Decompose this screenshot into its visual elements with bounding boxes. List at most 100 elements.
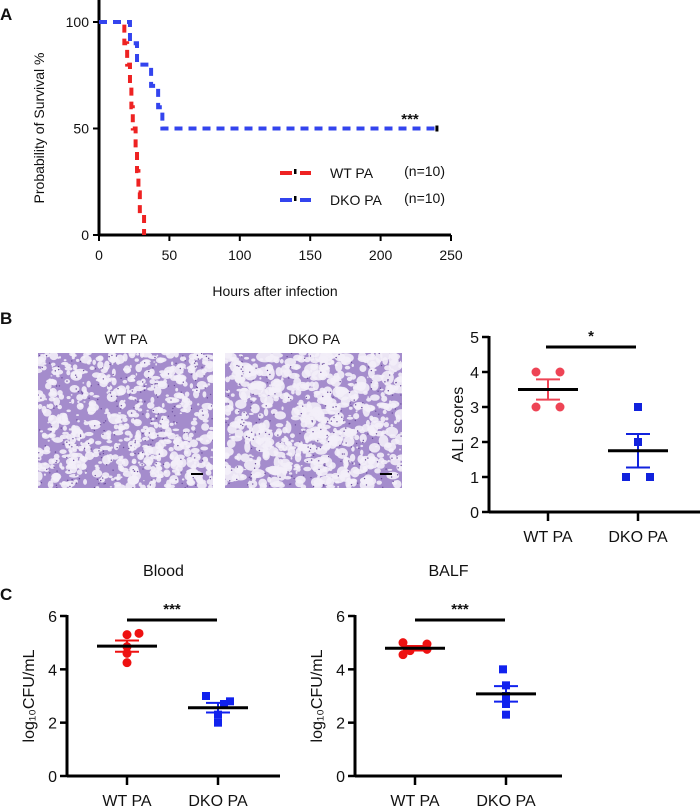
alveolar-space xyxy=(317,422,325,428)
nucleus xyxy=(53,466,55,468)
alveolar-space xyxy=(62,437,65,439)
nucleus xyxy=(81,392,84,395)
nucleus xyxy=(79,435,82,438)
alveolar-space xyxy=(163,483,172,488)
nucleus xyxy=(110,395,113,398)
nucleus xyxy=(75,388,77,390)
nucleus xyxy=(177,444,179,447)
alveolar-space xyxy=(129,353,135,357)
data-point xyxy=(226,697,234,706)
alveolar-space xyxy=(384,365,391,371)
alveolar-space xyxy=(179,356,187,362)
micrograph-dko-label: DKO PA xyxy=(288,331,341,347)
survival-curve-wt xyxy=(99,20,147,235)
alveolar-space xyxy=(61,413,68,422)
alveolar-space xyxy=(347,383,352,386)
nucleus xyxy=(358,447,360,449)
alveolar-space xyxy=(175,387,179,392)
y-tick-label: 5 xyxy=(470,330,479,347)
nucleus xyxy=(147,376,150,379)
alveolar-space xyxy=(61,363,63,365)
alveolar-space xyxy=(111,454,119,460)
alveolar-space xyxy=(65,457,77,466)
alveolar-space xyxy=(396,462,402,472)
nucleus xyxy=(102,452,105,455)
nucleus xyxy=(192,476,194,479)
nucleus xyxy=(194,431,196,433)
alveolar-space xyxy=(234,408,240,415)
alveolar-space xyxy=(111,377,117,386)
nucleus xyxy=(117,387,119,390)
nucleus xyxy=(266,382,269,384)
nucleus xyxy=(249,371,251,373)
nucleus xyxy=(388,374,391,376)
alveolar-space xyxy=(251,455,254,458)
alveolar-space xyxy=(129,452,135,457)
data-point xyxy=(134,628,144,638)
y-tick-label: 6 xyxy=(48,609,57,626)
alveolar-space xyxy=(83,420,87,422)
alveolar-space xyxy=(155,448,168,458)
nucleus xyxy=(143,389,146,392)
alveolar-space xyxy=(149,379,156,385)
alveolar-space xyxy=(283,436,289,443)
alveolar-space xyxy=(284,363,291,369)
nucleus xyxy=(326,420,329,423)
alveolar-space xyxy=(50,362,56,367)
alveolar-space xyxy=(64,363,72,368)
nucleus xyxy=(323,485,325,487)
nucleus xyxy=(143,362,146,364)
alveolar-space xyxy=(201,368,208,374)
alveolar-space xyxy=(262,419,270,430)
alveolar-space xyxy=(140,353,153,358)
nucleus xyxy=(193,362,196,364)
alveolar-space xyxy=(310,444,316,450)
alveolar-space xyxy=(137,408,143,412)
alveolar-space xyxy=(310,416,314,419)
alveolar-space xyxy=(354,425,364,432)
alveolar-space xyxy=(264,439,273,451)
nucleus xyxy=(279,441,281,444)
nucleus xyxy=(108,355,110,358)
alveolar-space xyxy=(182,428,190,433)
nucleus xyxy=(195,360,197,363)
alveolar-space xyxy=(173,392,185,399)
nucleus xyxy=(182,381,185,383)
alveolar-space xyxy=(62,431,69,435)
nucleus xyxy=(151,383,153,386)
nucleus xyxy=(252,379,254,382)
alveolar-space xyxy=(290,415,301,421)
alveolar-space xyxy=(231,474,240,482)
alveolar-space xyxy=(193,461,197,465)
alveolar-space xyxy=(263,408,269,417)
nucleus xyxy=(302,405,304,407)
alveolar-space xyxy=(210,448,213,452)
nucleus xyxy=(78,478,81,480)
nucleus xyxy=(269,373,271,376)
nucleus xyxy=(173,405,176,408)
alveolar-space xyxy=(228,435,236,439)
nucleus xyxy=(318,468,320,471)
alveolar-space xyxy=(179,376,186,380)
nucleus xyxy=(150,443,152,446)
alveolar-space xyxy=(335,448,339,450)
alveolar-space xyxy=(361,455,370,461)
alveolar-space xyxy=(202,419,209,423)
nucleus xyxy=(175,479,177,481)
nucleus xyxy=(357,482,359,484)
alveolar-space xyxy=(191,464,197,471)
alveolar-space xyxy=(205,439,210,443)
alveolar-space xyxy=(153,386,162,396)
alveolar-space xyxy=(225,353,233,359)
alveolar-space xyxy=(340,469,352,478)
alveolar-space xyxy=(59,449,67,454)
alveolar-space xyxy=(50,477,60,483)
alveolar-space xyxy=(326,403,337,411)
alveolar-space xyxy=(188,432,194,438)
nucleus xyxy=(157,396,159,398)
chart-title: BALF xyxy=(428,563,468,580)
alveolar-space xyxy=(66,433,72,440)
alveolar-space xyxy=(45,382,52,390)
alveolar-space xyxy=(268,384,273,387)
alveolar-space xyxy=(396,402,399,405)
